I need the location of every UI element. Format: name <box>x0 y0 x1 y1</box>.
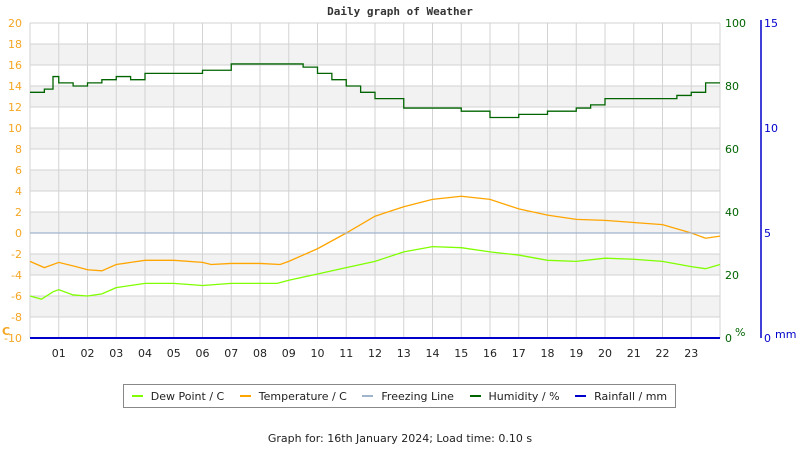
legend-item: Dew Point / C <box>131 389 225 403</box>
x-axis-tick: 15 <box>454 347 468 360</box>
x-axis-tick: 02 <box>81 347 95 360</box>
legend-swatch <box>239 395 251 397</box>
x-axis-tick: 04 <box>138 347 152 360</box>
rain-axis-tick: 5 <box>764 227 771 240</box>
legend-swatch <box>131 395 143 397</box>
legend-item: Temperature / C <box>239 389 347 403</box>
rain-axis-unit: mm <box>775 328 796 341</box>
x-axis-tick: 18 <box>541 347 555 360</box>
left-axis-tick: 18 <box>8 38 22 51</box>
chart-title: Daily graph of Weather <box>327 5 473 18</box>
grid-lines <box>29 22 721 339</box>
humidity-axis-tick: 20 <box>725 269 739 282</box>
x-axis-tick: 12 <box>368 347 382 360</box>
humidity-axis-tick: 100 <box>725 17 746 30</box>
rain-axis-tick: 0 <box>764 332 771 345</box>
left-axis-tick: 12 <box>8 101 22 114</box>
x-axis-tick: 14 <box>426 347 440 360</box>
left-axis-tick: 10 <box>8 122 22 135</box>
legend-swatch <box>362 395 374 397</box>
series-lines <box>29 63 721 339</box>
legend-label: Rainfall / mm <box>594 389 668 403</box>
left-axis-unit: C <box>2 325 10 338</box>
x-axis-tick: 08 <box>253 347 267 360</box>
legend-label: Freezing Line <box>381 389 454 403</box>
humidity-axis-tick: 0 <box>725 332 732 345</box>
x-axis-tick: 13 <box>397 347 411 360</box>
left-axis-tick: 2 <box>15 206 22 219</box>
x-axis-tick: 03 <box>109 347 123 360</box>
left-axis-tick: -6 <box>11 290 22 303</box>
x-axis-tick: 21 <box>627 347 641 360</box>
left-axis-tick: 14 <box>8 80 22 93</box>
x-axis-tick: 16 <box>483 347 497 360</box>
rain-axis-tick: 15 <box>764 17 778 30</box>
legend-swatch <box>575 395 587 397</box>
humidity-axis-tick: 80 <box>725 80 739 93</box>
humidity-axis-tick: 40 <box>725 206 739 219</box>
left-axis-tick: 4 <box>15 185 22 198</box>
left-axis-tick: -8 <box>11 311 22 324</box>
humidity-axis-unit: % <box>735 326 745 339</box>
legend-label: Dew Point / C <box>150 389 225 403</box>
legend-item: Freezing Line <box>362 390 454 403</box>
x-axis-tick: 20 <box>598 347 612 360</box>
x-axis-tick: 09 <box>282 347 296 360</box>
series-dew-point-c <box>29 245 721 300</box>
x-axis-tick: 19 <box>569 347 583 360</box>
humidity-axis-tick: 60 <box>725 143 739 156</box>
x-axis-tick: 11 <box>339 347 353 360</box>
left-axis-tick: 20 <box>8 17 22 30</box>
legend-swatch <box>469 395 481 397</box>
legend-item: Humidity / % <box>469 389 560 403</box>
x-axis-tick: 10 <box>311 347 325 360</box>
legend-item: Rainfall / mm <box>575 390 667 403</box>
left-axis-tick: 6 <box>15 164 22 177</box>
legend-label: Temperature / C <box>258 389 347 403</box>
left-axis-tick: 16 <box>8 59 22 72</box>
footer-text: Graph for: 16th January 2024; Load time:… <box>267 432 533 445</box>
series-temperature-c <box>29 195 721 272</box>
x-axis-tick: 05 <box>167 347 181 360</box>
left-axis-tick: -4 <box>11 269 22 282</box>
series-humidity <box>30 63 720 119</box>
x-axis-tick: 07 <box>224 347 238 360</box>
x-axis-tick: 01 <box>52 347 66 360</box>
left-axis-tick: -2 <box>11 248 22 261</box>
x-axis-tick: 17 <box>512 347 526 360</box>
x-axis-tick: 06 <box>196 347 210 360</box>
x-axis-tick: 23 <box>684 347 698 360</box>
legend-label: Humidity / % <box>488 389 560 403</box>
legend: Dew Point / C Temperature / C Freezing Lin… <box>123 384 676 408</box>
x-axis-tick: 22 <box>656 347 670 360</box>
left-axis-tick: -10 <box>4 332 22 345</box>
left-axis-tick: 8 <box>15 143 22 156</box>
left-axis-tick: 0 <box>15 227 22 240</box>
rain-axis-tick: 10 <box>764 122 778 135</box>
